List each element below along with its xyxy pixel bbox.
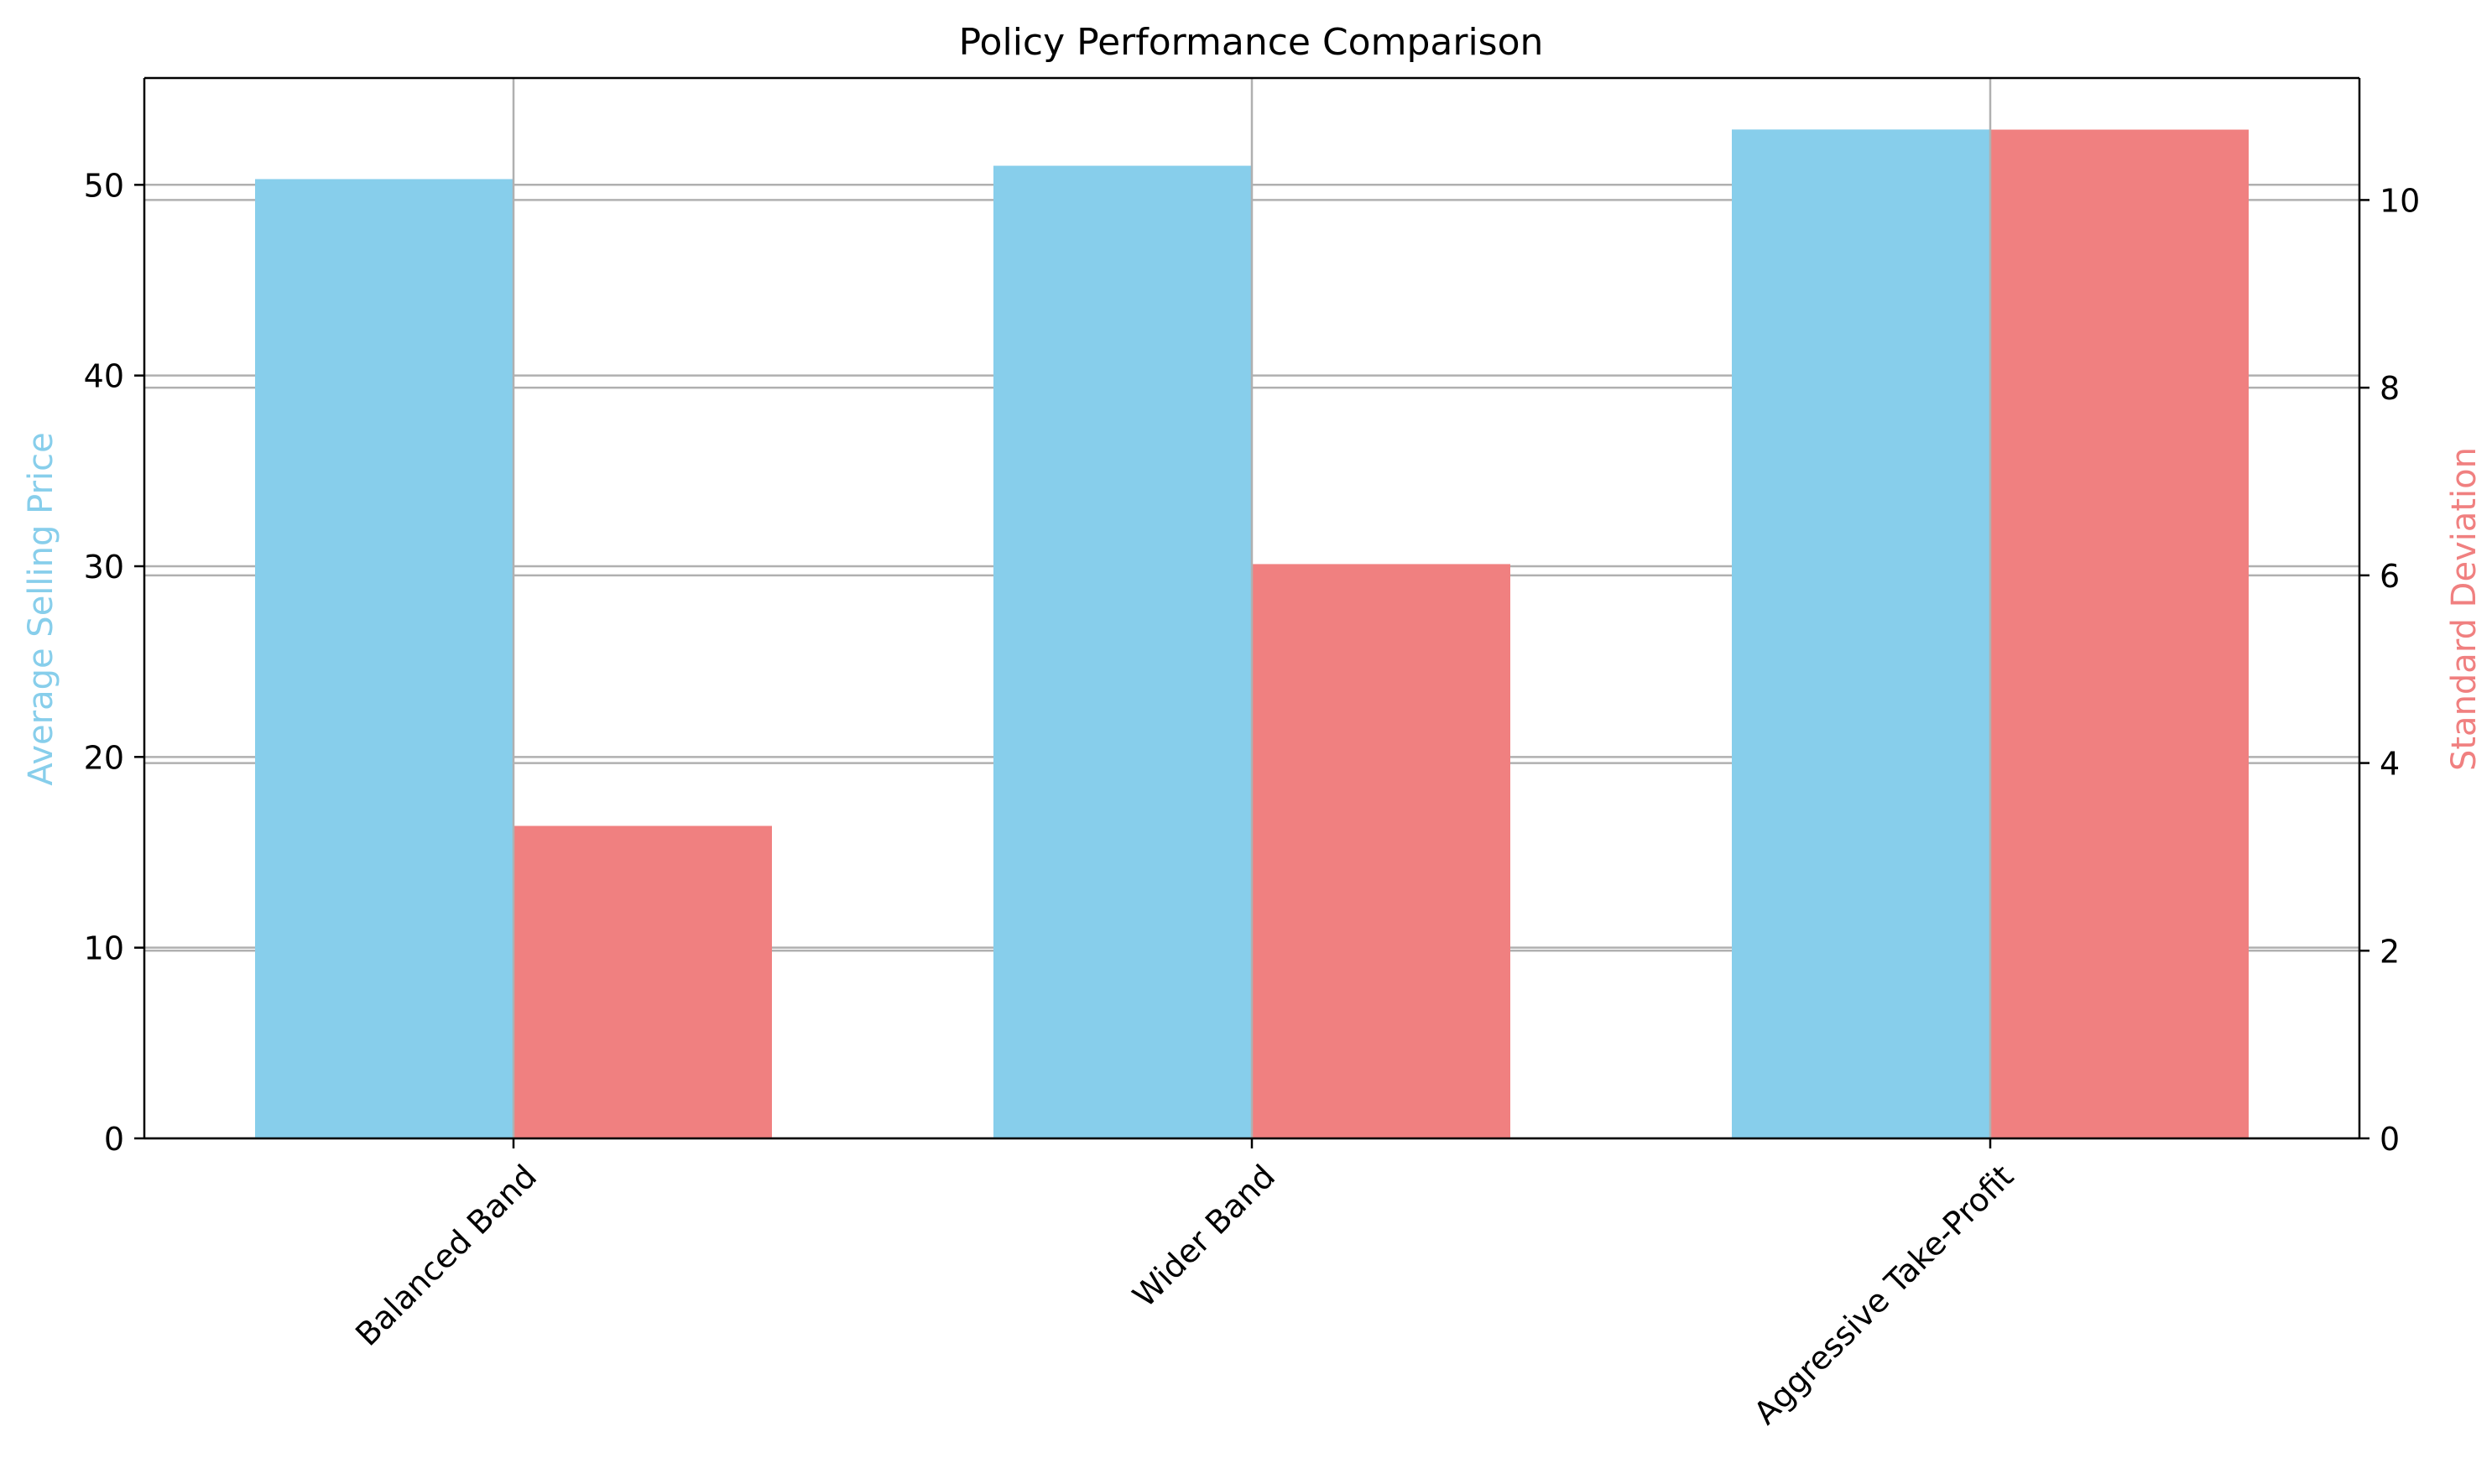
y-tick-label-3: 30 bbox=[84, 549, 124, 586]
y-tick-label-5: 50 bbox=[84, 167, 124, 204]
y-tick-label-2: 20 bbox=[84, 739, 124, 776]
y-tick-label-4: 40 bbox=[84, 358, 124, 395]
y-tick-label-0: 0 bbox=[104, 1121, 124, 1158]
bar-standard-deviation-2 bbox=[1990, 129, 2249, 1139]
y-tick-label-1: 10 bbox=[84, 930, 124, 967]
y2-tick-label-2: 4 bbox=[2380, 746, 2400, 783]
y2-tick-label-1: 2 bbox=[2380, 933, 2400, 970]
bar-standard-deviation-1 bbox=[1252, 564, 1510, 1138]
y2-tick-label-4: 8 bbox=[2380, 370, 2400, 407]
y2-axis-label: Standard Deviation bbox=[2445, 447, 2484, 771]
bar-average-selling-price-1 bbox=[993, 165, 1252, 1138]
y2-tick-label-0: 0 bbox=[2380, 1121, 2400, 1158]
bar-average-selling-price-0 bbox=[255, 179, 514, 1138]
y-axis-label: Average Selling Price bbox=[22, 432, 60, 785]
chart-title: Policy Performance Comparison bbox=[959, 21, 1544, 64]
bar-standard-deviation-0 bbox=[514, 825, 772, 1138]
bar-average-selling-price-2 bbox=[1732, 129, 1990, 1138]
y2-tick-label-3: 6 bbox=[2380, 558, 2400, 595]
y2-tick-label-5: 10 bbox=[2380, 182, 2420, 219]
